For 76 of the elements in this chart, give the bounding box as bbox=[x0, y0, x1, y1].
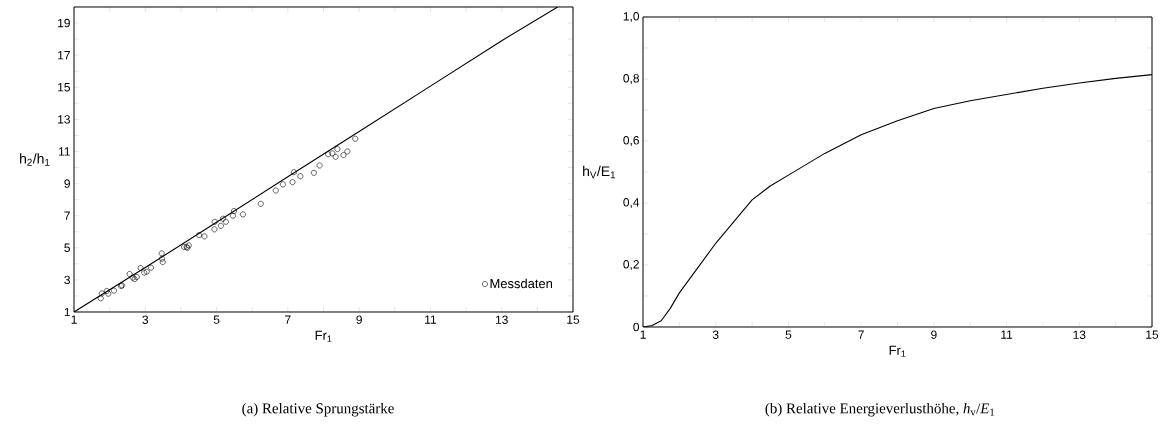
y-tick-label: 7 bbox=[64, 211, 70, 220]
point bbox=[289, 179, 296, 186]
x-tick-label: 13 bbox=[495, 315, 508, 324]
x-tick-label: 13 bbox=[1073, 330, 1086, 339]
point bbox=[332, 153, 339, 160]
point bbox=[111, 287, 117, 294]
y-tick-label: 5 bbox=[64, 243, 70, 252]
x-tick-label: 5 bbox=[213, 315, 220, 324]
point bbox=[240, 211, 246, 218]
point bbox=[201, 233, 208, 240]
y-tick-label: 0 bbox=[633, 322, 640, 332]
x-tick-label: 15 bbox=[1146, 330, 1159, 339]
point bbox=[222, 218, 229, 225]
y-tick-label: 3 bbox=[64, 275, 70, 285]
x-tick-label: 7 bbox=[858, 330, 864, 339]
x-axis-title: Fr$_{1}$ bbox=[889, 345, 906, 357]
point bbox=[329, 150, 336, 157]
point bbox=[126, 271, 133, 277]
point bbox=[310, 169, 317, 176]
point bbox=[97, 295, 104, 302]
y-tick-label: 15 bbox=[58, 83, 70, 92]
y-tick-label: 0,2 bbox=[623, 260, 639, 270]
point bbox=[220, 215, 226, 222]
x-tick-label: 11 bbox=[1001, 330, 1013, 339]
x-axis-title: Fr$_{1}$ bbox=[315, 330, 332, 342]
point bbox=[325, 151, 332, 158]
point bbox=[103, 288, 110, 294]
y-tick-label: 19 bbox=[58, 18, 70, 28]
y-axis-title: h$_{2}$/h$_{1}$ bbox=[20, 153, 50, 166]
y-tick-label: 1,0 bbox=[623, 12, 640, 22]
point bbox=[159, 255, 165, 262]
point bbox=[105, 290, 112, 297]
point bbox=[230, 212, 236, 219]
point bbox=[98, 290, 105, 297]
x-tick-label: 5 bbox=[785, 330, 792, 339]
x-tick-label: 9 bbox=[931, 330, 937, 339]
point bbox=[158, 250, 165, 257]
x-tick-label: 9 bbox=[356, 315, 362, 324]
point bbox=[272, 187, 279, 194]
point bbox=[352, 135, 359, 142]
y-tick-label: 9 bbox=[64, 179, 70, 188]
point bbox=[148, 264, 154, 271]
y-tick-label: 17 bbox=[58, 51, 70, 60]
legend-label: Messdaten bbox=[490, 278, 553, 289]
y-tick-label: 1 bbox=[64, 307, 70, 317]
point bbox=[257, 200, 264, 207]
point bbox=[217, 222, 224, 229]
x-tick-label: 3 bbox=[712, 330, 719, 339]
point bbox=[334, 146, 341, 152]
text: (b) Relative Energieverlusthöhe, h$_{v}$/E$_{1}$ bbox=[765, 402, 995, 417]
x-tick-label: 7 bbox=[285, 315, 291, 324]
y-tick-label: 11 bbox=[58, 147, 70, 156]
y-tick-label: 0,6 bbox=[623, 136, 639, 146]
point bbox=[231, 208, 237, 214]
point bbox=[181, 244, 188, 250]
x-tick-label: 1 bbox=[640, 330, 646, 339]
x-tick-label: 15 bbox=[567, 315, 580, 324]
point bbox=[159, 259, 166, 265]
point bbox=[137, 265, 144, 271]
x-tick-label: 11 bbox=[425, 315, 437, 324]
point bbox=[344, 148, 351, 155]
y-axis-title: h$_{V}$/E$_{1}$ bbox=[583, 165, 616, 179]
x-tick-label: 3 bbox=[142, 315, 149, 324]
point bbox=[211, 218, 218, 225]
y-tick-label: 0,4 bbox=[623, 198, 640, 208]
y-tick-label: 13 bbox=[58, 115, 70, 124]
point bbox=[196, 232, 203, 239]
point bbox=[291, 169, 297, 176]
point bbox=[297, 173, 304, 180]
x-tick-label: 1 bbox=[71, 315, 77, 324]
y-tick-label: 0,8 bbox=[623, 74, 639, 84]
point bbox=[211, 226, 218, 233]
point bbox=[316, 162, 323, 169]
point bbox=[279, 181, 286, 188]
text: (a) Relative Sprungstärke bbox=[242, 402, 394, 417]
point bbox=[340, 152, 347, 159]
